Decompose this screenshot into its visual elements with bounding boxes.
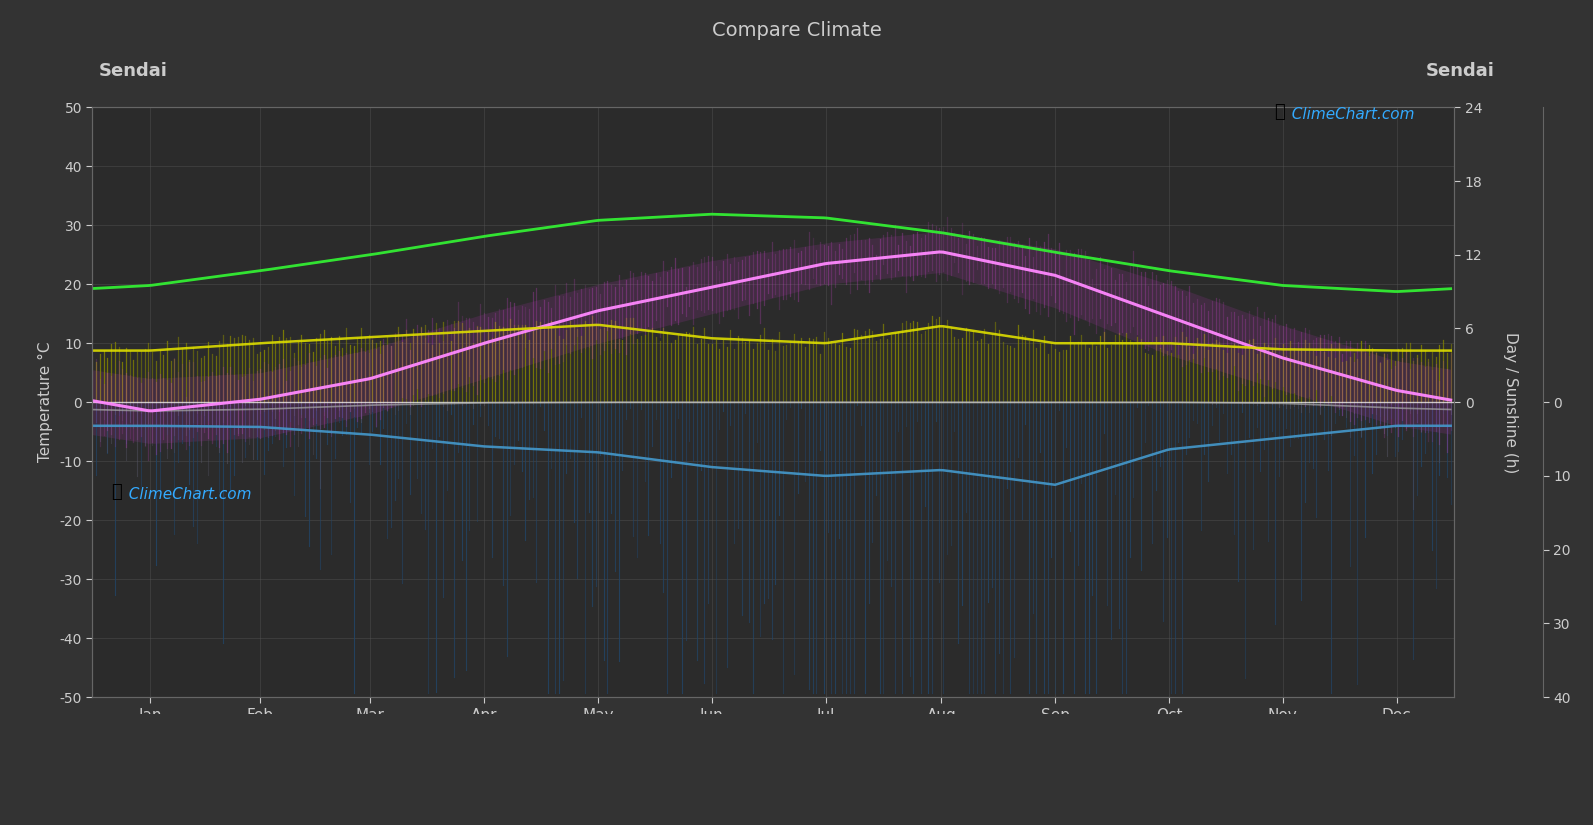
Text: Temperature °C: Temperature °C bbox=[64, 724, 186, 737]
Text: Monthly average: Monthly average bbox=[801, 785, 906, 799]
Text: Monthly average sunshine: Monthly average sunshine bbox=[443, 810, 609, 823]
Text: Monthly average: Monthly average bbox=[84, 785, 190, 799]
Text: Snow (mm): Snow (mm) bbox=[1107, 724, 1196, 737]
Text: Sendai: Sendai bbox=[99, 62, 167, 80]
Text: Daylight per day: Daylight per day bbox=[443, 757, 548, 770]
Text: Day / Sunshine (h): Day / Sunshine (h) bbox=[422, 724, 566, 737]
Text: Rain per day: Rain per day bbox=[816, 757, 895, 770]
Text: 🌐: 🌐 bbox=[1274, 103, 1286, 121]
Text: —: — bbox=[781, 782, 800, 802]
Text: Sunshine per day: Sunshine per day bbox=[457, 785, 567, 799]
Text: Snow per day: Snow per day bbox=[1142, 757, 1228, 770]
Text: Range min / max per day: Range min / max per day bbox=[99, 757, 258, 770]
Text: 🌐: 🌐 bbox=[112, 483, 123, 501]
Text: Sendai: Sendai bbox=[1426, 62, 1494, 80]
Text: ClimeChart.com: ClimeChart.com bbox=[119, 487, 252, 502]
Text: —: — bbox=[1107, 782, 1126, 802]
Text: Compare Climate: Compare Climate bbox=[712, 21, 881, 40]
Text: —: — bbox=[64, 782, 83, 802]
Text: © ClimeChart.com: © ClimeChart.com bbox=[1408, 807, 1513, 817]
Text: —: — bbox=[422, 753, 441, 773]
Text: Monthly average: Monthly average bbox=[1128, 785, 1233, 799]
Text: Rain (mm): Rain (mm) bbox=[781, 724, 862, 737]
Y-axis label: Day / Sunshine (h): Day / Sunshine (h) bbox=[1504, 332, 1518, 473]
Text: ClimeChart.com: ClimeChart.com bbox=[1282, 107, 1415, 122]
Y-axis label: Temperature °C: Temperature °C bbox=[38, 342, 53, 463]
Text: —: — bbox=[422, 807, 441, 825]
